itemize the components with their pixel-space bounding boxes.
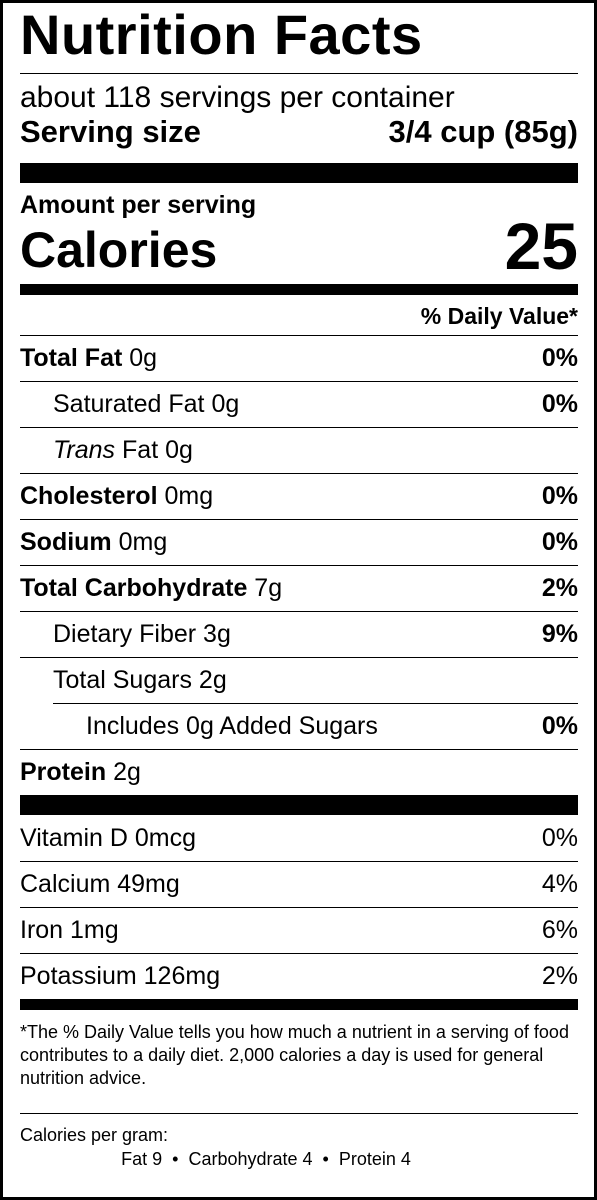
vitamin-name: Iron 1mg [20, 916, 119, 944]
nutrient-name: Includes 0g Added Sugars [86, 712, 378, 740]
nutrient-name: Dietary Fiber [53, 620, 197, 648]
vitamin-row-iron: Iron 1mg 6% [20, 907, 578, 953]
nutrient-dv: 2% [541, 574, 578, 602]
divider [20, 1113, 578, 1114]
nutrient-amount: 2g [198, 666, 227, 694]
nutrient-amount: 0g [129, 344, 158, 372]
vitamin-row-vitamin-d: Vitamin D 0mcg 0% [20, 815, 578, 861]
vitamin-row-calcium: Calcium 49mg 4% [20, 861, 578, 907]
serving-size-value: 3/4 cup (85g) [388, 114, 579, 149]
nutrient-row-total-carbohydrate: Total Carbohydrate 7g 2% [20, 565, 578, 611]
nutrient-name: Sodium [20, 528, 112, 556]
vitamin-dv: 6% [541, 916, 578, 944]
nutrient-name-italic: Trans [53, 436, 116, 464]
nutrient-row-saturated-fat: Saturated Fat 0g 0% [20, 381, 578, 427]
nutrient-amount: 0g [211, 390, 240, 418]
amount-per-serving: Amount per serving [20, 191, 257, 219]
nutrient-name: Cholesterol [20, 482, 158, 510]
calories-per-gram-values: Fat 9 • Carbohydrate 4 • Protein 4 [121, 1149, 411, 1169]
serving-size-row: Serving size 3/4 cup (85g) [20, 115, 578, 149]
label-title: Nutrition Facts [20, 3, 423, 66]
nutrient-amount: 7g [254, 574, 283, 602]
nutrient-row-protein: Protein 2g [20, 749, 578, 795]
medium-divider [20, 284, 578, 295]
nutrient-name: Total Fat [20, 344, 123, 372]
nutrient-row-dietary-fiber: Dietary Fiber 3g 9% [20, 611, 578, 657]
nutrient-name: Protein [20, 758, 107, 786]
nutrient-dv: 0% [541, 712, 578, 740]
nutrient-dv: 0% [541, 390, 578, 418]
vitamin-row-potassium: Potassium 126mg 2% [20, 953, 578, 999]
nutrient-amount: 0mg [118, 528, 168, 556]
nutrient-name: Total Carbohydrate [20, 574, 248, 602]
medium-divider [20, 999, 578, 1010]
calories-row: Calories 25 [20, 209, 578, 283]
nutrient-name: Total Sugars [53, 666, 192, 694]
vitamin-name: Potassium 126mg [20, 962, 221, 990]
serving-size-label: Serving size [20, 114, 201, 149]
calories-per-gram-label: Calories per gram: [20, 1125, 169, 1145]
nutrient-amount: 0g [165, 436, 193, 464]
calories-value: 25 [504, 209, 578, 283]
daily-value-footnote: *The % Daily Value tells you how much a … [20, 1022, 569, 1088]
nutrient-dv: 0% [541, 482, 578, 510]
vitamin-dv: 0% [541, 823, 578, 852]
daily-value-header: % Daily Value* [420, 303, 578, 329]
nutrient-dv: 0% [541, 344, 578, 372]
nutrient-row-added-sugars: Includes 0g Added Sugars 0% [53, 703, 578, 749]
servings-per-container: about 118 servings per container [20, 81, 455, 114]
nutrient-row-total-fat: Total Fat 0g 0% [20, 335, 578, 381]
nutrient-name: Saturated Fat [53, 390, 205, 418]
thick-divider [20, 163, 578, 183]
thick-divider [20, 795, 578, 815]
nutrient-dv: 9% [541, 620, 578, 648]
nutrient-name: Fat [122, 436, 159, 464]
nutrient-row-trans-fat: Trans Fat 0g [20, 427, 578, 473]
nutrient-amount: 3g [203, 620, 231, 648]
nutrient-amount: 2g [113, 758, 141, 786]
vitamin-name: Vitamin D 0mcg [20, 823, 196, 852]
nutrient-row-cholesterol: Cholesterol 0mg 0% [20, 473, 578, 519]
vitamin-name: Calcium 49mg [20, 870, 180, 898]
nutrient-dv: 0% [541, 528, 578, 556]
vitamin-dv: 2% [541, 962, 578, 990]
calories-label: Calories [20, 222, 218, 278]
nutrient-row-sodium: Sodium 0mg 0% [20, 519, 578, 565]
vitamin-dv: 4% [541, 870, 578, 898]
nutrient-amount: 0mg [164, 482, 214, 510]
divider [20, 73, 578, 74]
nutrient-row-total-sugars: Total Sugars 2g [20, 657, 578, 703]
